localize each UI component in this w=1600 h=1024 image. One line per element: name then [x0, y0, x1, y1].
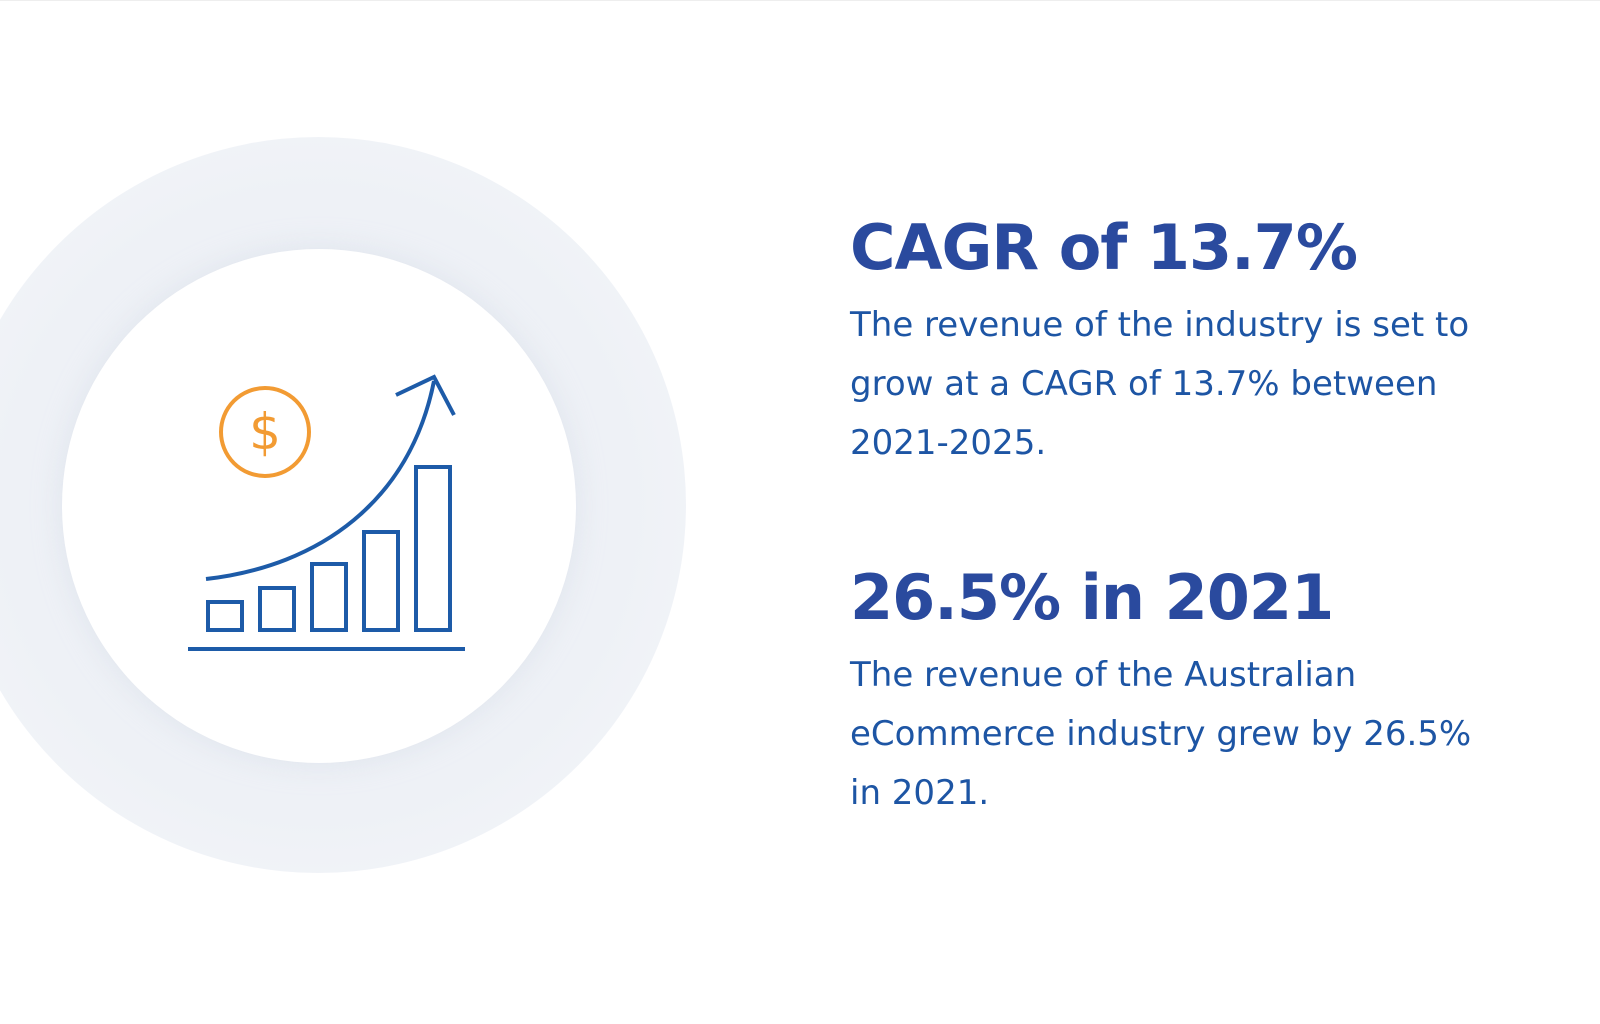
stat-block: 26.5% in 2021 The revenue of the Austral… [850, 561, 1490, 823]
stat-block: CAGR of 13.7% The revenue of the industr… [850, 211, 1490, 473]
stat-text: The revenue of the Australian eCommerce … [850, 655, 1472, 813]
stat-title: CAGR of 13.7% [850, 211, 1358, 284]
svg-text:$: $ [249, 403, 281, 461]
stat-title: 26.5% in 2021 [850, 561, 1334, 634]
growth-icon: $ [188, 374, 465, 651]
icon-circle [62, 249, 576, 763]
stat-text: The revenue of the industry is set to gr… [850, 305, 1470, 463]
